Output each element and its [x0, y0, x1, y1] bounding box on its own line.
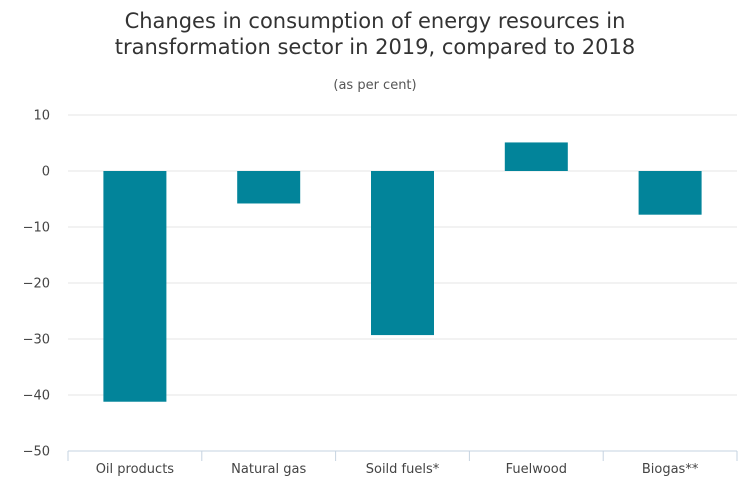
bars	[103, 142, 702, 402]
y-tick-label: −50	[23, 445, 50, 460]
bar-natural-gas[interactable]	[237, 171, 301, 204]
bar-biogas[interactable]	[638, 171, 702, 215]
x-axis	[67, 450, 738, 461]
y-tick-label: −30	[23, 333, 50, 348]
y-tick-label: 0	[42, 165, 50, 180]
x-axis-tick-labels: Oil products Natural gas Soild fuels* Fuelw…	[96, 462, 699, 477]
x-tick-label: Oil products	[96, 462, 175, 477]
chart-title: Changes in consumption of energy resourc…	[0, 8, 750, 60]
bar-soild-fuels[interactable]	[371, 171, 434, 336]
y-tick-label: −20	[23, 277, 50, 292]
y-tick-label: −40	[23, 389, 50, 404]
y-tick-label: 10	[33, 109, 50, 124]
x-tick-label: Natural gas	[231, 462, 306, 477]
x-tick-label: Soild fuels*	[366, 462, 440, 477]
y-axis-tick-labels: 10 0 −10 −20 −30 −40 −50	[23, 109, 50, 460]
chart-subtitle: (as per cent)	[333, 78, 417, 93]
y-tick-label: −10	[23, 221, 50, 236]
x-tick-label: Biogas**	[642, 462, 699, 477]
x-tick-label: Fuelwood	[506, 462, 567, 477]
chart-title-line-2: transformation sector in 2019, compared …	[114, 35, 636, 59]
chart-title-line-1: Changes in consumption of energy resourc…	[124, 9, 626, 33]
bar-oil-products[interactable]	[103, 171, 167, 402]
bar-fuelwood[interactable]	[504, 142, 568, 171]
